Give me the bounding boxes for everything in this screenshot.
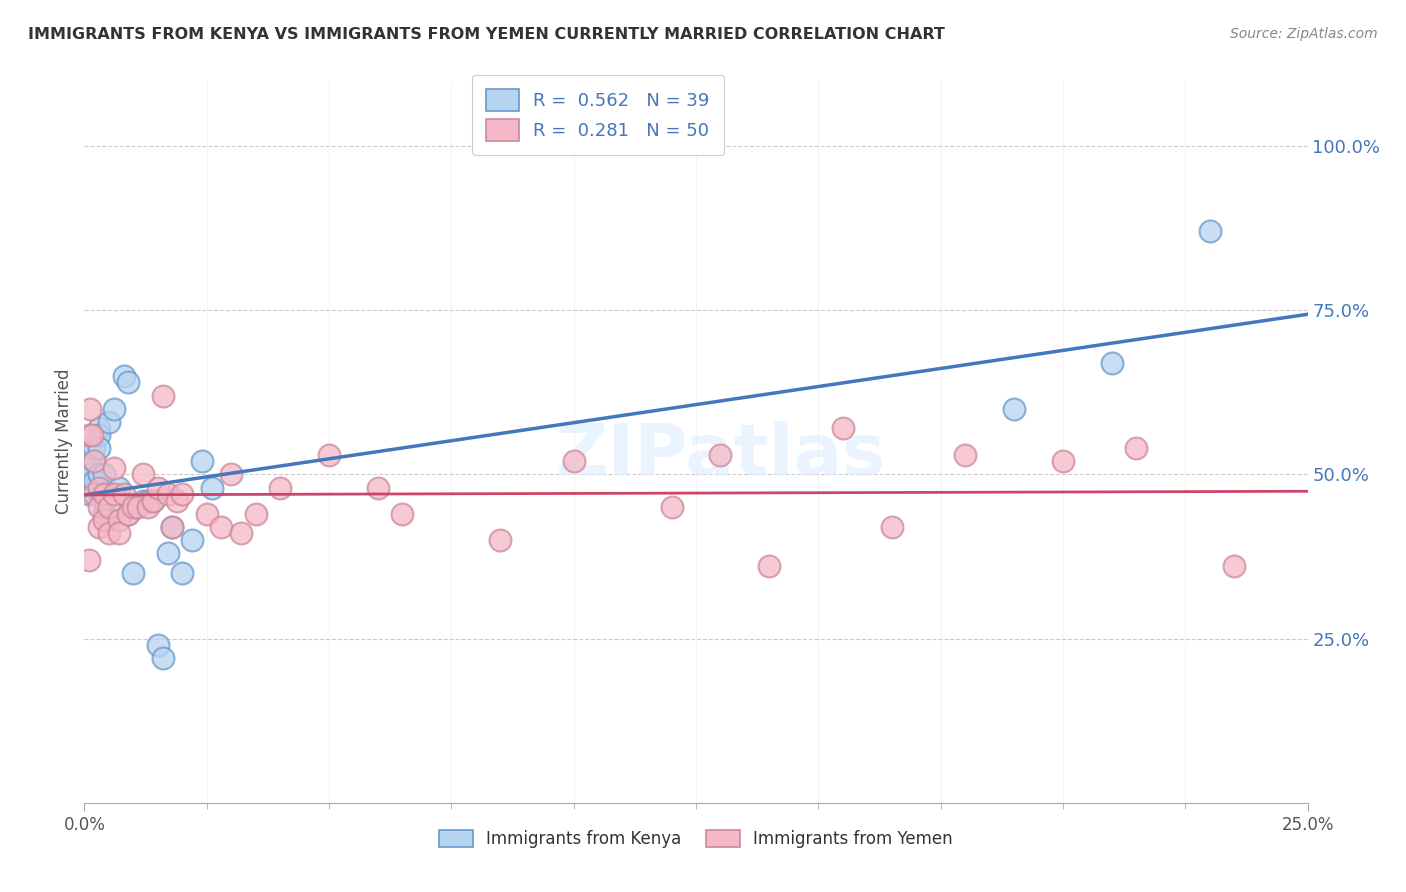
Point bbox=[107, 526, 129, 541]
Point bbox=[156, 546, 179, 560]
Point bbox=[117, 507, 139, 521]
Point bbox=[489, 533, 512, 547]
Point bbox=[953, 448, 976, 462]
Point bbox=[1002, 401, 1025, 416]
Point bbox=[87, 421, 110, 435]
Point bbox=[209, 520, 232, 534]
Point bbox=[97, 415, 120, 429]
Point bbox=[191, 454, 214, 468]
Point bbox=[200, 481, 222, 495]
Point bbox=[107, 513, 129, 527]
Point bbox=[181, 533, 204, 547]
Point bbox=[87, 520, 110, 534]
Point bbox=[142, 493, 165, 508]
Point bbox=[107, 481, 129, 495]
Point bbox=[87, 481, 110, 495]
Point bbox=[87, 500, 110, 515]
Point bbox=[245, 507, 267, 521]
Point bbox=[80, 428, 103, 442]
Point bbox=[172, 487, 194, 501]
Point bbox=[269, 481, 291, 495]
Point bbox=[132, 467, 155, 482]
Point bbox=[93, 487, 115, 501]
Point bbox=[112, 368, 135, 383]
Point bbox=[93, 507, 115, 521]
Point bbox=[152, 651, 174, 665]
Point bbox=[83, 454, 105, 468]
Point bbox=[80, 467, 103, 482]
Point bbox=[146, 481, 169, 495]
Point bbox=[166, 493, 188, 508]
Point bbox=[87, 467, 110, 482]
Point bbox=[758, 559, 780, 574]
Point bbox=[661, 500, 683, 515]
Point bbox=[1101, 356, 1123, 370]
Point bbox=[132, 493, 155, 508]
Point bbox=[77, 454, 100, 468]
Point bbox=[90, 487, 112, 501]
Point bbox=[77, 487, 100, 501]
Point bbox=[87, 428, 110, 442]
Point bbox=[77, 553, 100, 567]
Point bbox=[1052, 454, 1074, 468]
Point bbox=[97, 500, 120, 515]
Point bbox=[93, 513, 115, 527]
Point bbox=[77, 441, 100, 455]
Point bbox=[172, 566, 194, 580]
Point bbox=[80, 467, 103, 482]
Point bbox=[219, 467, 242, 482]
Point bbox=[229, 526, 252, 541]
Point bbox=[87, 441, 110, 455]
Point bbox=[83, 474, 105, 488]
Point bbox=[136, 493, 159, 508]
Point bbox=[93, 467, 115, 482]
Point bbox=[83, 441, 105, 455]
Point bbox=[880, 520, 903, 534]
Point bbox=[156, 487, 179, 501]
Point bbox=[97, 513, 120, 527]
Point bbox=[93, 493, 115, 508]
Text: ZIPatlas: ZIPatlas bbox=[555, 422, 886, 491]
Point bbox=[709, 448, 731, 462]
Point bbox=[146, 638, 169, 652]
Point bbox=[831, 421, 853, 435]
Point bbox=[367, 481, 389, 495]
Point bbox=[152, 388, 174, 402]
Point bbox=[112, 487, 135, 501]
Point bbox=[79, 401, 101, 416]
Point bbox=[83, 487, 105, 501]
Point bbox=[83, 454, 105, 468]
Point bbox=[1223, 559, 1246, 574]
Point bbox=[122, 500, 145, 515]
Legend: Immigrants from Kenya, Immigrants from Yemen: Immigrants from Kenya, Immigrants from Y… bbox=[427, 818, 965, 860]
Point bbox=[103, 401, 125, 416]
Point bbox=[77, 428, 100, 442]
Point bbox=[142, 493, 165, 508]
Point bbox=[117, 507, 139, 521]
Point bbox=[83, 481, 105, 495]
Point bbox=[97, 526, 120, 541]
Point bbox=[1198, 224, 1220, 238]
Point bbox=[391, 507, 413, 521]
Text: IMMIGRANTS FROM KENYA VS IMMIGRANTS FROM YEMEN CURRENTLY MARRIED CORRELATION CHA: IMMIGRANTS FROM KENYA VS IMMIGRANTS FROM… bbox=[28, 27, 945, 42]
Point bbox=[562, 454, 585, 468]
Point bbox=[103, 460, 125, 475]
Point bbox=[122, 566, 145, 580]
Point bbox=[162, 520, 184, 534]
Y-axis label: Currently Married: Currently Married bbox=[55, 368, 73, 515]
Point bbox=[127, 500, 149, 515]
Point bbox=[1125, 441, 1147, 455]
Point bbox=[195, 507, 218, 521]
Point bbox=[162, 520, 184, 534]
Point bbox=[136, 500, 159, 515]
Point bbox=[117, 376, 139, 390]
Point bbox=[318, 448, 340, 462]
Point bbox=[103, 487, 125, 501]
Text: Source: ZipAtlas.com: Source: ZipAtlas.com bbox=[1230, 27, 1378, 41]
